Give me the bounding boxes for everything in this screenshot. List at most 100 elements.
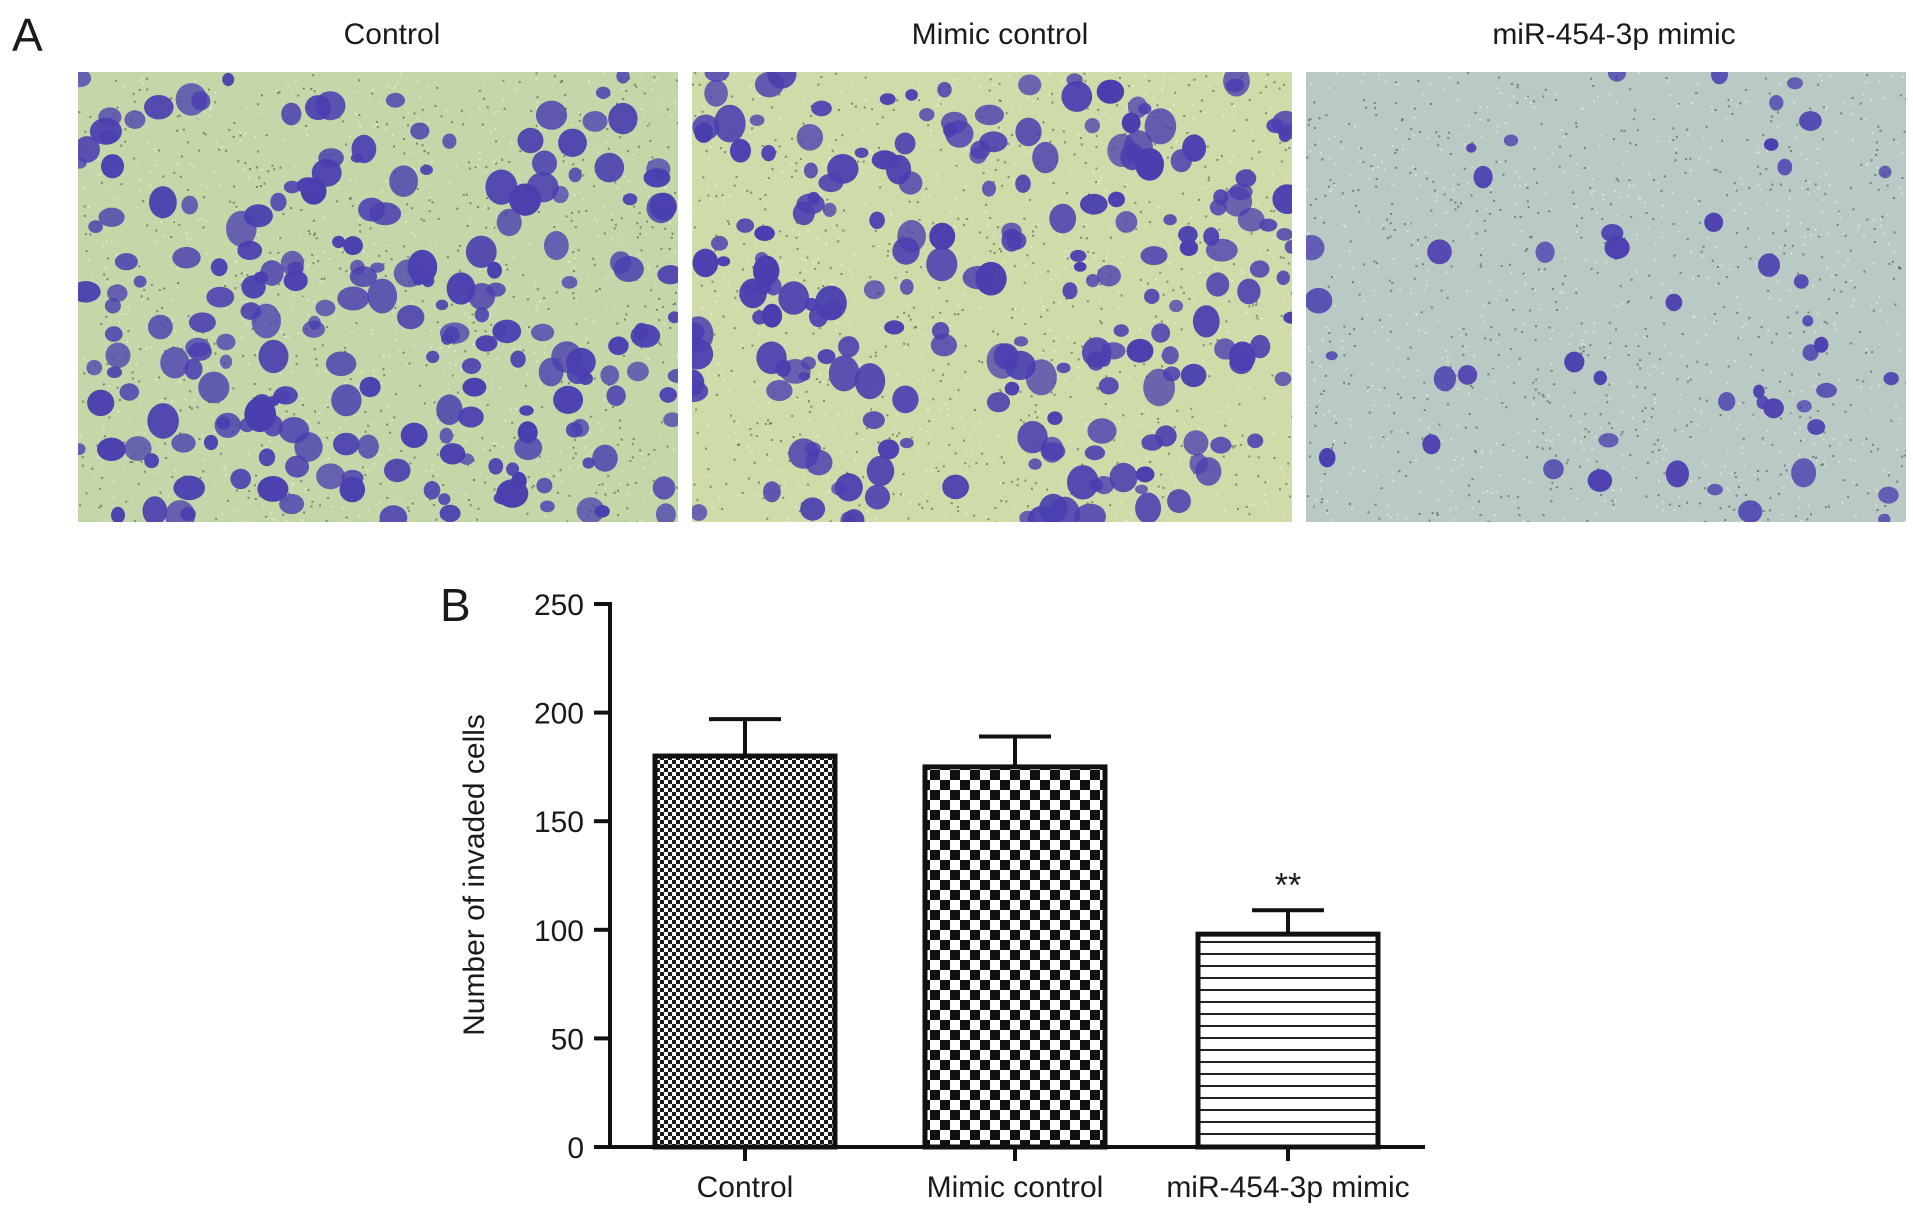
stained-cell	[828, 355, 860, 392]
stained-cell	[538, 357, 564, 387]
stained-cell	[1098, 377, 1119, 395]
stained-cell	[184, 358, 203, 380]
stained-cell	[1070, 249, 1087, 262]
stained-cell	[1113, 324, 1129, 337]
stained-cell	[86, 360, 103, 376]
micrograph-label-mir-mimic: miR-454-3p mimic	[1492, 18, 1736, 51]
y-tick-label: 100	[534, 915, 584, 948]
stained-cell	[900, 279, 914, 295]
stained-cell	[315, 299, 336, 317]
stained-cell	[88, 220, 103, 234]
bar-2	[922, 764, 1108, 1150]
stained-cell	[831, 481, 848, 496]
stained-cell	[627, 361, 649, 382]
stained-cell	[305, 95, 332, 121]
stained-cell	[1017, 421, 1048, 454]
stained-cell	[1604, 236, 1630, 260]
stained-cell	[89, 117, 122, 145]
stained-cell	[519, 405, 534, 416]
stained-cell	[1229, 341, 1256, 372]
stained-cell	[582, 457, 595, 469]
stained-cell	[1047, 411, 1063, 426]
y-tick-label: 200	[534, 698, 584, 731]
stained-cell	[219, 354, 233, 369]
membrane-pores	[1306, 72, 1906, 522]
stained-cell	[1325, 351, 1338, 361]
stained-cell	[98, 207, 125, 227]
stained-cell	[468, 283, 496, 310]
stained-cell	[124, 436, 152, 461]
y-axis-label: Number of invaded cells	[458, 714, 491, 1036]
stained-cell	[1807, 419, 1826, 435]
stained-cell	[385, 92, 405, 108]
stained-cell	[278, 417, 310, 444]
stained-cell	[350, 259, 365, 275]
stained-cell	[655, 503, 676, 522]
stained-cell	[862, 411, 885, 429]
stained-cell	[608, 336, 629, 356]
stained-cell	[1283, 311, 1292, 324]
stained-cell	[281, 102, 302, 126]
stained-cell	[420, 164, 433, 175]
stained-cell	[397, 305, 425, 330]
stained-cell	[754, 225, 775, 241]
stained-cell	[866, 455, 895, 487]
stained-cell	[929, 222, 956, 250]
micrograph-control-image	[78, 72, 678, 522]
stained-cell	[792, 201, 815, 226]
stained-cell	[423, 481, 441, 500]
stained-cell	[283, 270, 308, 292]
stained-cell	[333, 432, 360, 456]
y-tick-label: 150	[534, 806, 584, 839]
stained-cell	[216, 333, 236, 351]
stained-cell	[1878, 513, 1891, 522]
stained-cell	[1235, 169, 1257, 188]
stained-cell	[838, 336, 860, 358]
stained-cell	[1791, 458, 1817, 488]
stained-cell	[78, 72, 92, 88]
stained-cell	[436, 394, 463, 426]
stained-cell	[1089, 478, 1103, 492]
stained-cell	[1192, 305, 1220, 338]
stained-cell	[97, 437, 126, 461]
stained-cell	[144, 95, 174, 120]
stained-cell	[1665, 460, 1689, 488]
stained-cell	[1457, 365, 1478, 385]
stained-cells	[78, 72, 678, 522]
stained-cell	[1229, 183, 1253, 201]
stained-cell	[1127, 96, 1148, 119]
stained-cell	[1587, 469, 1613, 492]
stained-cell	[198, 371, 230, 404]
stained-cell	[778, 281, 810, 315]
stained-cell	[536, 477, 553, 494]
stained-cell	[1074, 503, 1106, 522]
stained-cell	[544, 231, 569, 260]
stained-cell	[133, 275, 147, 288]
stained-cell	[181, 195, 198, 215]
micrograph-label-control: Control	[343, 18, 441, 51]
stained-cell	[969, 146, 987, 164]
stained-cell	[1787, 77, 1803, 90]
stained-cell	[459, 453, 474, 465]
stained-cell	[104, 326, 123, 342]
stained-cell	[1126, 338, 1154, 363]
stained-cell	[613, 256, 644, 282]
stained-cell	[1707, 483, 1723, 496]
stained-cell	[172, 246, 201, 269]
stained-cell	[1601, 224, 1624, 242]
stained-cell	[899, 437, 914, 449]
stained-cell	[871, 150, 898, 170]
stained-cell	[337, 286, 370, 311]
stained-cell	[1087, 418, 1117, 444]
stained-cell	[863, 280, 885, 300]
stained-cell	[1140, 246, 1168, 266]
stained-cell	[426, 350, 440, 363]
stained-cell	[937, 81, 952, 98]
stained-cell	[756, 341, 787, 375]
stained-cell	[803, 162, 818, 179]
stained-cell	[1019, 510, 1036, 522]
stained-cell	[1799, 111, 1822, 131]
stained-cell	[258, 448, 276, 467]
panel-b-letter: B	[440, 579, 471, 631]
stained-cell	[188, 312, 216, 333]
